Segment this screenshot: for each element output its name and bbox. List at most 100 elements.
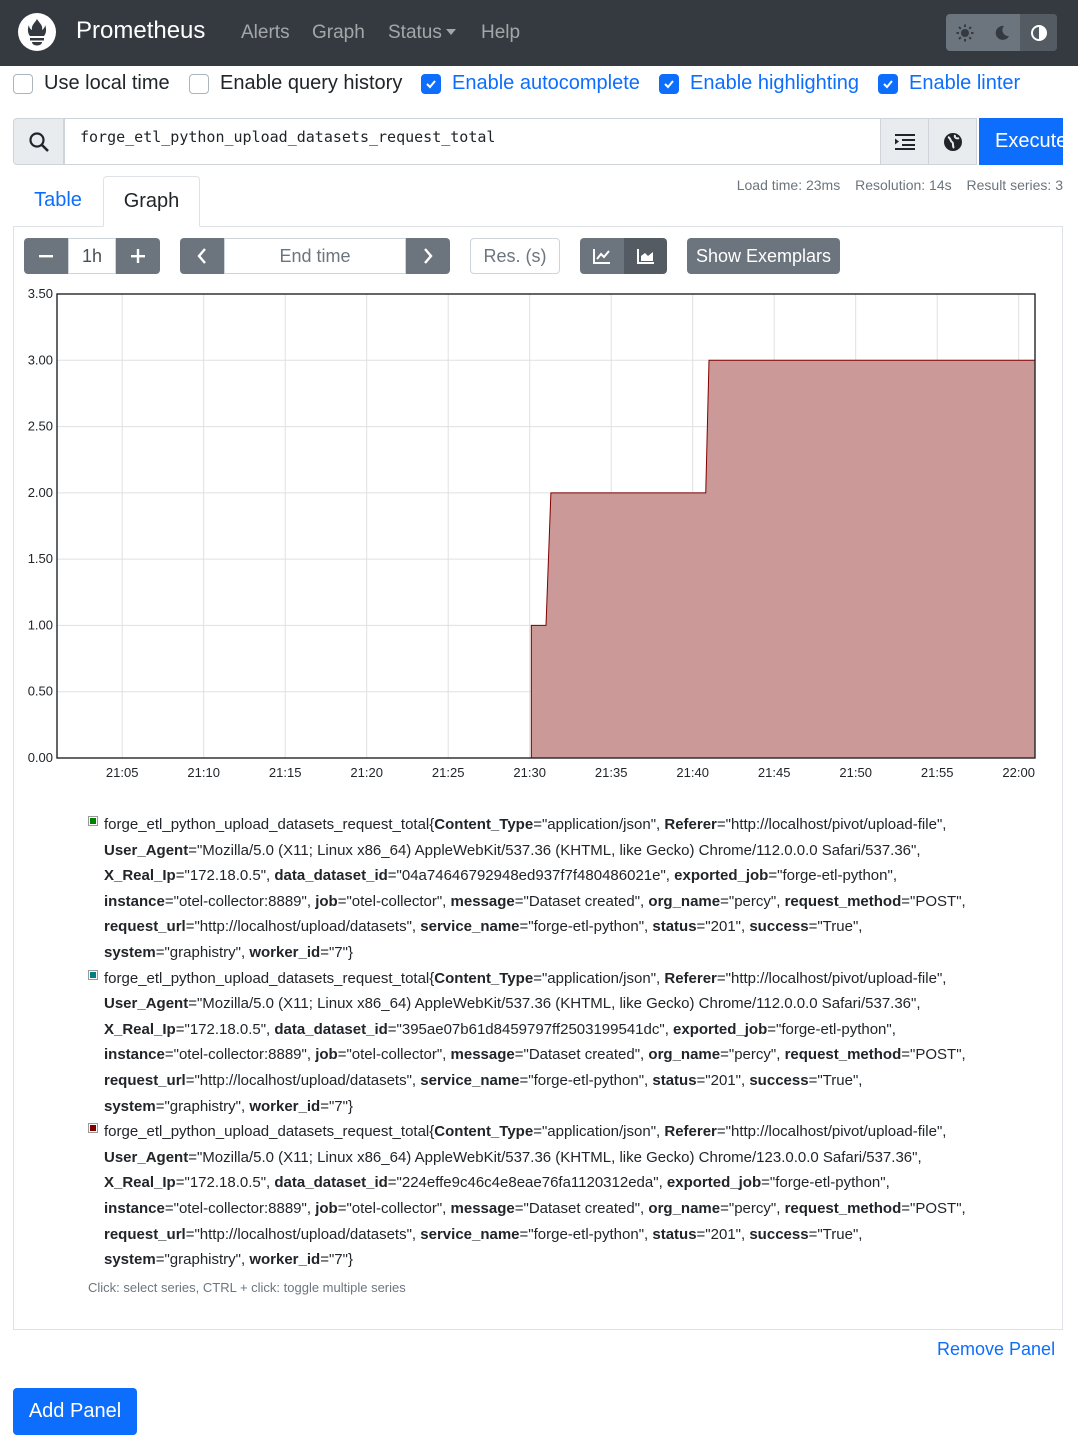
checkbox-query-history[interactable] <box>189 73 209 94</box>
nav-status-dropdown[interactable]: Status <box>388 22 456 44</box>
legend-series-teal[interactable]: forge_etl_python_upload_datasets_request… <box>88 966 978 1120</box>
show-exemplars-button[interactable]: Show Exemplars <box>687 238 840 274</box>
light-theme-button[interactable] <box>946 14 983 51</box>
label-value: 172.18.0.5 <box>189 867 261 885</box>
legend-series-red[interactable]: forge_etl_python_upload_datasets_request… <box>88 1119 978 1273</box>
y-tick-label: 0.00 <box>28 750 53 765</box>
checkbox-linter[interactable] <box>878 73 898 94</box>
legend-metric-name: forge_etl_python_upload_datasets_request… <box>104 969 430 987</box>
unstacked-chart-button[interactable] <box>580 238 624 274</box>
label-value: 224effe9c46c4e8eae76fa1120312eda <box>401 1174 654 1192</box>
tab-graph[interactable]: Graph <box>103 176 200 227</box>
series-color-teal <box>90 971 96 978</box>
format-expression-button[interactable] <box>880 118 929 165</box>
label-value: 7 <box>334 1097 343 1115</box>
x-tick-label: 22:00 <box>1002 765 1035 780</box>
label-value: POST <box>915 892 957 910</box>
checkbox-highlighting[interactable] <box>659 73 679 94</box>
option-enable-highlighting[interactable]: Enable highlighting <box>659 72 859 95</box>
label-key: User_Agent <box>104 841 189 859</box>
option-label: Enable highlighting <box>690 72 860 94</box>
legend-series-green[interactable]: forge_etl_python_upload_datasets_request… <box>88 812 978 966</box>
checkbox-use-local-time[interactable] <box>13 73 33 94</box>
label-value: otel-collector <box>351 1046 437 1064</box>
label-key: Content_Type <box>434 969 534 987</box>
graph-chart[interactable]: 0.00 0.50 1.00 1.50 2.00 2.50 3.00 3.50 21:05 21:… <box>0 280 1078 790</box>
area-chart-icon <box>636 249 654 264</box>
label-value: otel-collector:8889 <box>178 1046 302 1064</box>
label-value: graphistry <box>169 1251 236 1269</box>
range-input[interactable]: 1h <box>68 238 116 274</box>
y-tick-label: 2.50 <box>28 419 53 434</box>
label-value: percy <box>734 892 771 910</box>
brand-title[interactable]: Prometheus <box>76 17 206 44</box>
nav-graph[interactable]: Graph <box>312 22 365 43</box>
label-key: message <box>450 1199 515 1217</box>
x-tick-label: 21:45 <box>758 765 791 780</box>
label-key: request_url <box>104 1071 186 1089</box>
nav-alerts[interactable]: Alerts <box>241 22 290 43</box>
indent-icon <box>894 133 915 150</box>
label-key: X_Real_Ip <box>104 1020 176 1038</box>
label-value: otel-collector <box>351 892 437 910</box>
label-key: exported_job <box>674 867 769 885</box>
x-tick-label: 21:20 <box>350 765 383 780</box>
add-panel-button[interactable]: Add Panel <box>13 1388 137 1435</box>
label-key: data_dataset_id <box>274 1020 388 1038</box>
range-increase-button[interactable] <box>116 238 160 274</box>
nav-help[interactable]: Help <box>481 22 521 43</box>
prometheus-logo-icon[interactable] <box>18 13 56 51</box>
label-value: Dataset created <box>528 892 635 910</box>
resolution: Resolution: 14s <box>855 177 952 193</box>
option-enable-query-history[interactable]: Enable query history <box>189 72 402 95</box>
label-value: graphistry <box>169 943 236 961</box>
label-value: percy <box>734 1199 771 1217</box>
option-use-local-time[interactable]: Use local time <box>13 72 170 95</box>
dark-theme-button[interactable] <box>983 14 1020 51</box>
series-area-red <box>531 360 1035 758</box>
tab-table[interactable]: Table <box>34 189 82 211</box>
query-expression-input[interactable]: forge_etl_python_upload_datasets_request… <box>64 118 881 165</box>
label-key: request_method <box>784 892 902 910</box>
label-value: 04a74646792948ed937f7f480486021e <box>401 867 661 885</box>
query-stats: Load time: 23ms Resolution: 14s Result s… <box>726 177 1063 193</box>
resolution-input[interactable]: Res. (s) <box>470 238 560 274</box>
graph-panel <box>13 226 1063 1330</box>
y-tick-label: 0.50 <box>28 684 53 699</box>
x-tick-label: 21:25 <box>432 765 465 780</box>
stacked-chart-button[interactable] <box>624 238 667 274</box>
label-key: status <box>652 1225 697 1243</box>
auto-theme-button[interactable] <box>1020 14 1057 51</box>
label-key: success <box>749 1225 809 1243</box>
label-value: Mozilla/5.0 (X11; Linux x86_64) AppleWeb… <box>202 841 912 859</box>
option-enable-linter[interactable]: Enable linter <box>878 72 1020 95</box>
option-label: Enable linter <box>909 72 1021 94</box>
label-key: exported_job <box>673 1020 768 1038</box>
remove-panel-link[interactable]: Remove Panel <box>937 1339 1056 1359</box>
label-key: system <box>104 943 156 961</box>
metrics-explorer-button[interactable] <box>928 118 977 165</box>
label-key: service_name <box>420 918 520 936</box>
label-key: request_method <box>784 1046 902 1064</box>
y-tick-label: 1.50 <box>28 551 53 566</box>
label-key: instance <box>104 1046 165 1064</box>
label-key: org_name <box>648 1199 721 1217</box>
end-time-input[interactable]: End time <box>224 238 406 274</box>
option-enable-autocomplete[interactable]: Enable autocomplete <box>421 72 640 95</box>
label-value: True <box>822 1225 853 1243</box>
series-color-green <box>90 818 96 824</box>
nav-status-label: Status <box>388 22 442 43</box>
end-time-back-button[interactable] <box>180 238 224 274</box>
line-chart-icon <box>593 249 610 264</box>
label-key: job <box>315 892 338 910</box>
x-tick-label: 21:50 <box>839 765 872 780</box>
label-key: message <box>450 892 515 910</box>
label-key: worker_id <box>249 1097 321 1115</box>
y-tick-label: 1.00 <box>28 617 53 632</box>
search-icon-box <box>13 118 64 165</box>
label-key: request_method <box>784 1199 902 1217</box>
end-time-forward-button[interactable] <box>406 238 450 274</box>
execute-button[interactable]: Execute <box>979 118 1063 165</box>
checkbox-autocomplete[interactable] <box>421 73 441 94</box>
range-decrease-button[interactable] <box>24 238 68 274</box>
